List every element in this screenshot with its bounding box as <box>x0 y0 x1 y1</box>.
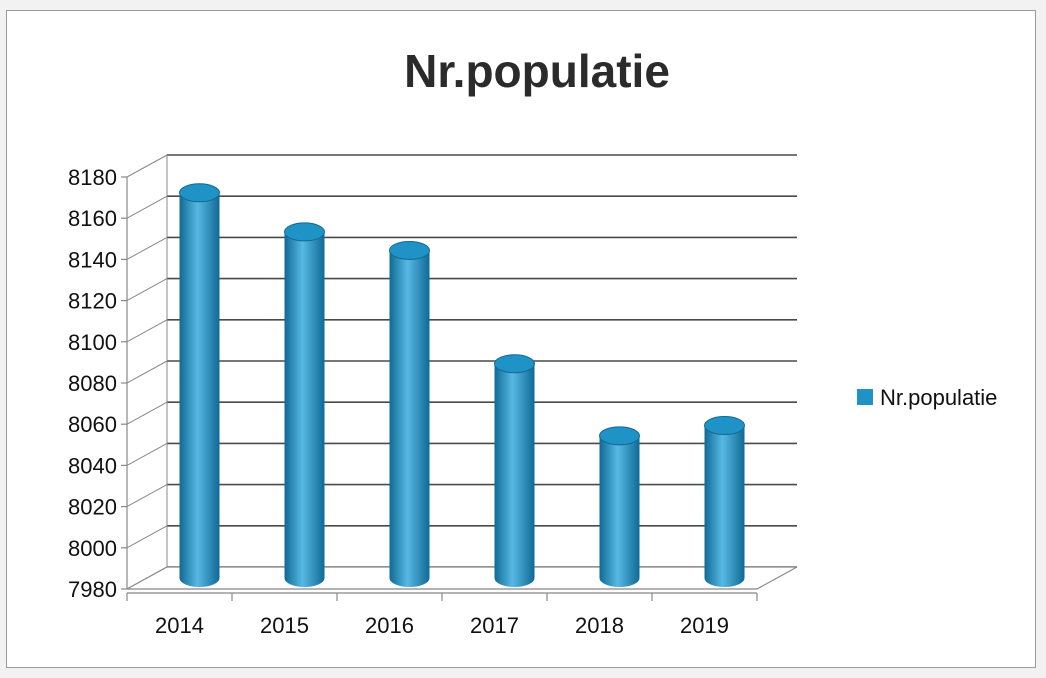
bar-cap-2019 <box>704 416 745 436</box>
x-tick-label-2018: 2018 <box>575 613 624 638</box>
bar-body-2018 <box>599 435 640 587</box>
side-grid-8040 <box>126 442 168 466</box>
side-grid-8140 <box>126 236 168 260</box>
y-tick-label-8060: 8060 <box>68 412 117 437</box>
y-tick-label-8180: 8180 <box>68 165 117 190</box>
bar-body-2015 <box>284 231 325 588</box>
side-grid-8180 <box>126 154 168 178</box>
side-grid-8000 <box>126 525 168 549</box>
plot-area: 7980 8000 8020 8040 8060 8080 8100 8120 8140 8160… <box>68 154 798 638</box>
bar-2019 <box>704 416 745 587</box>
side-grid-8020 <box>126 484 168 508</box>
plot-floor <box>126 566 798 590</box>
bar-cap-2016 <box>389 240 430 260</box>
y-tick-label-8000: 8000 <box>68 536 117 561</box>
side-grid-8080 <box>126 360 168 384</box>
y-tick-label-8100: 8100 <box>68 330 117 355</box>
bar-2017 <box>494 354 535 587</box>
y-tick-label-8140: 8140 <box>68 247 117 272</box>
bar-body-2016 <box>389 250 430 587</box>
bar-2014 <box>179 183 220 587</box>
side-grid-8160 <box>126 195 168 219</box>
side-grid-8100 <box>126 319 168 343</box>
x-tick-label-2019: 2019 <box>680 613 729 638</box>
y-tick-label-8160: 8160 <box>68 206 117 231</box>
chart-svg: Nr.populatie 7980 8000 8020 8040 8060 8080 810… <box>68 45 997 638</box>
side-grid-8120 <box>126 278 168 302</box>
y-tick-label-8080: 8080 <box>68 371 117 396</box>
chart-frame: Nr.populatie 7980 8000 8020 8040 8060 8080 810… <box>6 10 1036 668</box>
legend-swatch <box>857 389 873 405</box>
x-tick-label-2014: 2014 <box>155 613 204 638</box>
bar-cap-2018 <box>599 426 640 446</box>
y-tick-label-8040: 8040 <box>68 453 117 478</box>
y-tick-label-8020: 8020 <box>68 495 117 520</box>
legend-label: Nr.populatie <box>880 385 997 410</box>
bar-2018 <box>599 426 640 587</box>
bar-2015 <box>284 222 325 588</box>
legend: Nr.populatie <box>857 385 997 410</box>
bar-cap-2014 <box>179 183 220 203</box>
bar-body-2017 <box>494 363 535 587</box>
y-tick-label-7980: 7980 <box>68 577 117 602</box>
bar-body-2014 <box>179 192 220 587</box>
chart-title: Nr.populatie <box>404 45 670 97</box>
x-tick-label-2017: 2017 <box>470 613 519 638</box>
x-tick-label-2016: 2016 <box>365 613 414 638</box>
bar-2016 <box>389 240 430 587</box>
y-tick-label-8120: 8120 <box>68 289 117 314</box>
x-tick-label-2015: 2015 <box>260 613 309 638</box>
bar-cap-2015 <box>284 222 325 242</box>
bar-cap-2017 <box>494 354 535 374</box>
bar-body-2019 <box>704 425 745 587</box>
side-grid-8060 <box>126 401 168 425</box>
